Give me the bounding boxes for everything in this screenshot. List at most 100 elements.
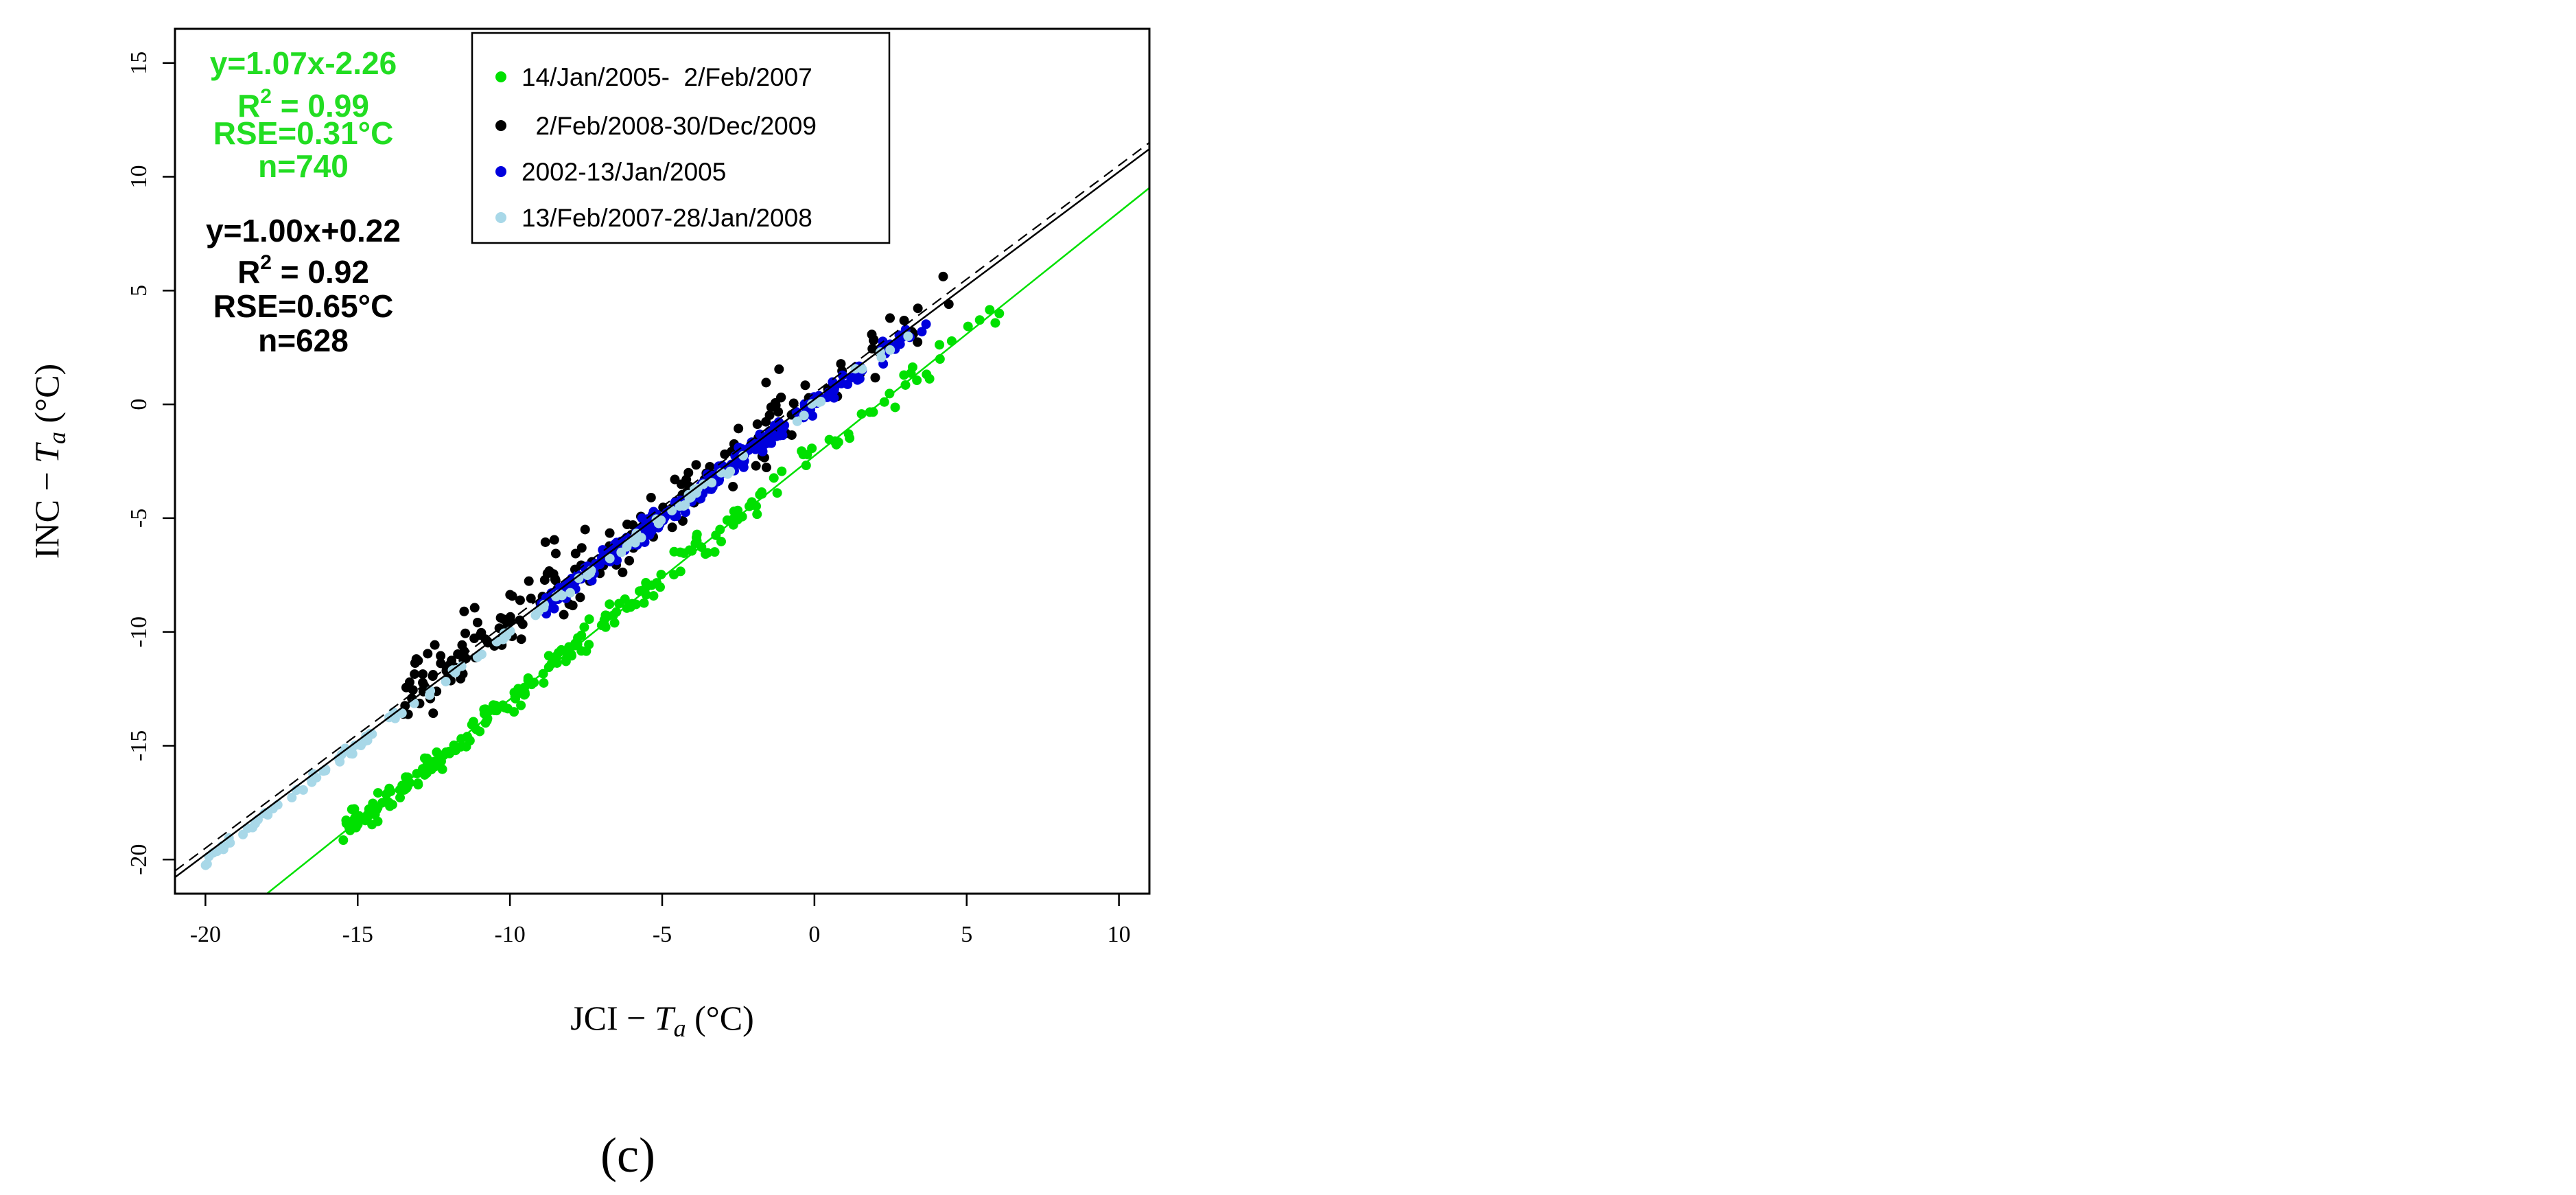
- point-series-3: [885, 345, 895, 355]
- point-series-3: [263, 810, 273, 820]
- point-series-3: [875, 347, 885, 358]
- point-series-0: [924, 373, 935, 384]
- point-series-0: [946, 336, 957, 346]
- point-series-1: [428, 708, 438, 719]
- data-points: [200, 271, 1005, 870]
- legend-marker-1: [495, 120, 506, 131]
- point-series-1: [761, 417, 771, 427]
- point-series-1: [576, 543, 587, 553]
- x-tick-label-6: 10: [1108, 922, 1131, 947]
- point-series-1: [867, 344, 878, 354]
- y-tick-label-1: -15: [126, 730, 152, 761]
- point-series-1: [570, 548, 581, 559]
- point-series-0: [900, 380, 911, 390]
- point-series-1: [410, 669, 420, 680]
- point-series-1: [575, 592, 585, 603]
- point-series-0: [879, 397, 889, 407]
- point-series-1: [788, 398, 799, 408]
- point-series-0: [994, 308, 1005, 318]
- point-series-0: [609, 618, 620, 628]
- point-series-1: [868, 335, 878, 345]
- point-series-0: [801, 461, 811, 471]
- point-series-1: [774, 364, 784, 374]
- point-series-1: [667, 522, 677, 533]
- annotation-black-equation: y=1.00x+0.22: [206, 213, 401, 248]
- y-tick-label-4: 0: [126, 399, 152, 410]
- point-series-0: [710, 547, 720, 557]
- point-series-3: [605, 553, 615, 564]
- point-series-1: [559, 610, 569, 620]
- point-series-0: [899, 370, 909, 380]
- point-series-3: [725, 466, 736, 476]
- point-series-0: [802, 450, 812, 460]
- point-series-0: [395, 785, 405, 795]
- point-series-1: [913, 337, 923, 347]
- point-series-2: [735, 459, 745, 469]
- figure-caption: (c): [600, 1128, 655, 1183]
- point-series-1: [766, 402, 776, 413]
- point-series-0: [890, 402, 900, 413]
- x-tick-label-0: -20: [190, 922, 221, 947]
- fit-line-2: [175, 141, 1149, 872]
- point-series-1: [646, 492, 656, 502]
- x-tick-label-1: -15: [342, 922, 373, 947]
- point-series-0: [985, 305, 995, 315]
- point-series-0: [769, 473, 779, 483]
- point-series-0: [752, 509, 762, 520]
- point-series-0: [733, 505, 743, 515]
- y-tick-label-7: 15: [126, 51, 152, 75]
- point-series-0: [341, 818, 351, 828]
- point-series-1: [899, 315, 909, 325]
- point-series-0: [716, 536, 726, 546]
- point-series-0: [516, 700, 526, 710]
- y-tick-label-0: -20: [126, 844, 152, 875]
- point-series-0: [520, 689, 530, 699]
- x-tick-label-2: -10: [494, 922, 525, 947]
- point-series-0: [432, 747, 442, 757]
- point-series-1: [428, 671, 438, 682]
- point-series-2: [921, 319, 931, 329]
- annotation-black: y=1.00x+0.22 R2 = 0.92 RSE=0.65°C n=628: [206, 213, 401, 358]
- point-series-0: [482, 715, 492, 726]
- point-series-2: [644, 530, 655, 540]
- point-series-3: [792, 416, 802, 426]
- point-series-0: [912, 375, 922, 385]
- point-series-0: [557, 645, 567, 655]
- point-series-3: [361, 731, 371, 741]
- point-series-1: [786, 430, 797, 440]
- point-series-1: [515, 595, 525, 605]
- point-series-3: [287, 793, 297, 803]
- point-series-1: [459, 606, 469, 616]
- point-series-0: [692, 536, 702, 546]
- legend-label-1: 2/Feb/2008-30/Dec/2009: [522, 112, 817, 140]
- point-series-0: [639, 598, 649, 608]
- fit-lines: [175, 141, 1149, 894]
- point-series-3: [397, 708, 407, 719]
- point-series-0: [935, 340, 945, 350]
- x-axis-title: JCI − Ta (°C): [570, 999, 754, 1042]
- point-series-1: [691, 460, 701, 470]
- point-series-0: [614, 599, 624, 609]
- point-series-0: [419, 769, 430, 780]
- point-series-2: [917, 327, 927, 337]
- point-series-1: [542, 568, 552, 579]
- point-series-2: [829, 393, 839, 403]
- point-series-0: [963, 321, 973, 332]
- y-tick-label-5: 5: [126, 285, 152, 297]
- point-series-1: [938, 271, 948, 281]
- fit-line-1: [175, 148, 1149, 879]
- point-series-3: [441, 676, 451, 686]
- point-series-3: [806, 399, 817, 409]
- point-series-1: [761, 378, 771, 388]
- point-series-1: [761, 463, 771, 473]
- point-series-1: [913, 303, 923, 314]
- annotation-black-n: n=628: [258, 323, 349, 358]
- point-series-1: [618, 567, 628, 577]
- point-series-1: [800, 380, 810, 391]
- legend-marker-0: [495, 71, 506, 82]
- point-series-0: [579, 622, 589, 632]
- point-series-0: [669, 570, 679, 580]
- point-series-3: [799, 410, 809, 421]
- point-series-3: [320, 764, 331, 774]
